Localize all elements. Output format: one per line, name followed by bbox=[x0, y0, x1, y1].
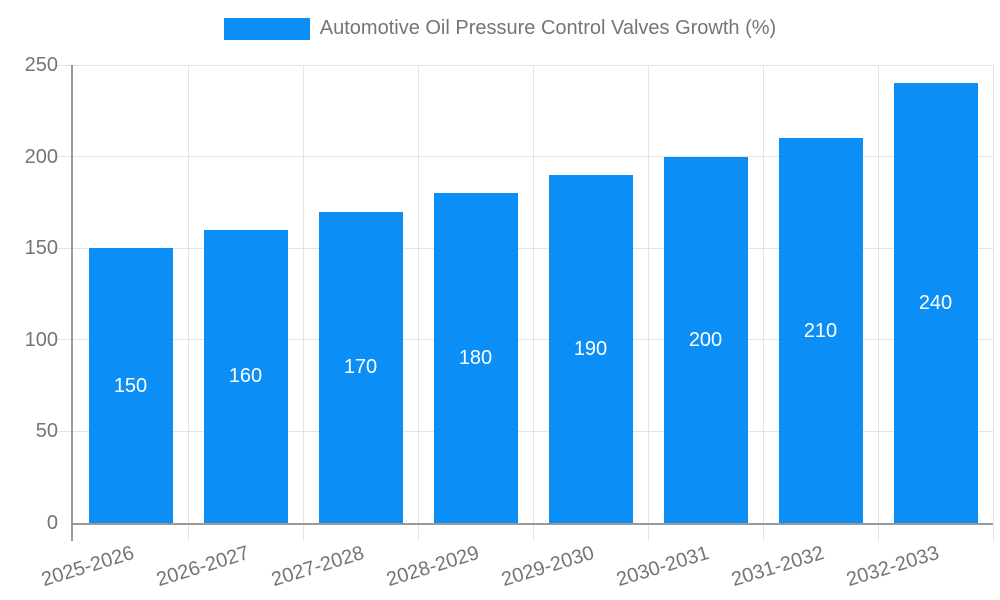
x-tick-label-text: 2031-2032 bbox=[728, 542, 827, 592]
x-tick-label-text: 2029-2030 bbox=[498, 542, 597, 592]
axis-tick bbox=[71, 525, 73, 541]
v-gridline bbox=[647, 65, 649, 541]
v-gridline bbox=[877, 65, 879, 541]
y-tick-label: 250 bbox=[24, 54, 58, 76]
bar: 160 bbox=[203, 229, 288, 523]
y-tick-label: 200 bbox=[24, 145, 58, 168]
v-gridline bbox=[992, 65, 994, 541]
legend-swatch-icon bbox=[223, 17, 310, 40]
v-gridline bbox=[302, 65, 304, 541]
bar-value-label: 190 bbox=[573, 337, 608, 360]
bar-value-label: 200 bbox=[688, 328, 723, 351]
bar-value-label: 240 bbox=[918, 292, 953, 315]
x-tick-label-text: 2032-2033 bbox=[843, 542, 942, 592]
y-tick-label: 100 bbox=[24, 328, 58, 351]
bar-value-label: 210 bbox=[803, 319, 838, 342]
bar-value-label: 160 bbox=[228, 365, 263, 388]
h-gridline bbox=[55, 64, 993, 66]
x-tick-label-text: 2025-2026 bbox=[38, 542, 137, 592]
x-tick-label-text: 2030-2031 bbox=[613, 542, 712, 592]
bar: 210 bbox=[778, 138, 863, 523]
h-gridline bbox=[55, 247, 993, 249]
legend[interactable]: Automotive Oil Pressure Control Valves G… bbox=[0, 17, 1000, 40]
v-gridline bbox=[417, 65, 419, 541]
x-tick-label-text: 2026-2027 bbox=[153, 542, 252, 592]
bar-value-label: 170 bbox=[343, 356, 378, 379]
legend-label: Automotive Oil Pressure Control Valves G… bbox=[319, 17, 777, 39]
y-tick-label: 0 bbox=[46, 512, 58, 534]
bar: 180 bbox=[433, 193, 518, 523]
bar-value-label: 180 bbox=[458, 347, 493, 370]
y-axis-line bbox=[71, 65, 73, 525]
bar: 150 bbox=[88, 248, 173, 523]
h-gridline bbox=[55, 156, 993, 158]
x-axis-line bbox=[71, 523, 993, 525]
plot-area: 0 50 100 150 200 250 150 160 170 180 190 200 210 240 2… bbox=[25, 54, 994, 591]
x-tick-label-text: 2027-2028 bbox=[268, 542, 367, 592]
bar: 170 bbox=[318, 211, 403, 523]
bar: 200 bbox=[663, 156, 748, 523]
v-gridline bbox=[532, 65, 534, 541]
h-gridline bbox=[55, 430, 993, 432]
y-tick-label: 50 bbox=[35, 420, 58, 443]
bar: 190 bbox=[548, 174, 633, 523]
x-tick-label-text: 2028-2029 bbox=[383, 542, 482, 592]
bar: 240 bbox=[893, 83, 978, 523]
h-gridline bbox=[55, 339, 993, 341]
v-gridline bbox=[187, 65, 189, 541]
v-gridline bbox=[762, 65, 764, 541]
bar-value-label: 150 bbox=[113, 374, 148, 397]
y-tick-label: 150 bbox=[24, 237, 58, 260]
